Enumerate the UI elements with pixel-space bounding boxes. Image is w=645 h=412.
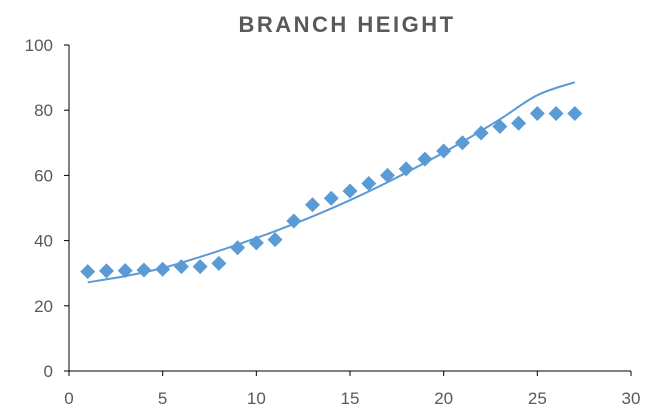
data-point xyxy=(98,263,114,279)
data-point xyxy=(492,119,508,134)
data-point xyxy=(286,213,302,229)
data-point xyxy=(80,264,96,280)
data-point xyxy=(398,161,414,177)
data-point xyxy=(248,235,264,251)
chart-title: BRANCH HEIGHT xyxy=(238,12,455,37)
x-axis-ticks: 0 5 10 15 20 25 30 xyxy=(64,371,640,408)
trendline xyxy=(87,81,576,284)
y-tick-label: 0 xyxy=(44,362,53,381)
data-point xyxy=(192,259,208,275)
data-point xyxy=(155,261,171,277)
data-point xyxy=(267,232,283,248)
y-tick-label: 60 xyxy=(34,166,53,185)
y-tick-label: 40 xyxy=(34,232,53,251)
data-point xyxy=(211,255,227,271)
x-tick-label: 15 xyxy=(341,389,360,408)
data-point xyxy=(173,259,189,275)
data-point xyxy=(230,240,246,256)
y-tick-label: 100 xyxy=(25,36,53,55)
y-axis-ticks: 0 20 40 60 80 100 xyxy=(25,36,69,381)
y-tick-label: 20 xyxy=(34,297,53,316)
data-point xyxy=(361,176,377,192)
data-point xyxy=(305,197,321,213)
data-point xyxy=(567,105,583,121)
data-point xyxy=(529,105,545,121)
data-point xyxy=(417,151,433,167)
data-point xyxy=(548,105,564,121)
x-tick-label: 5 xyxy=(158,389,167,408)
x-tick-label: 20 xyxy=(434,389,453,408)
data-point xyxy=(511,115,527,131)
data-point xyxy=(473,125,489,141)
data-point xyxy=(323,190,339,206)
data-point xyxy=(454,135,470,151)
data-point xyxy=(342,183,358,199)
y-tick-label: 80 xyxy=(34,101,53,120)
x-tick-label: 30 xyxy=(622,389,641,408)
x-tick-label: 10 xyxy=(247,389,266,408)
data-point xyxy=(436,143,452,159)
data-points xyxy=(80,105,583,280)
data-point xyxy=(379,167,395,183)
x-tick-label: 0 xyxy=(64,389,73,408)
data-point xyxy=(117,263,133,279)
data-point xyxy=(136,262,152,278)
x-tick-label: 25 xyxy=(528,389,547,408)
